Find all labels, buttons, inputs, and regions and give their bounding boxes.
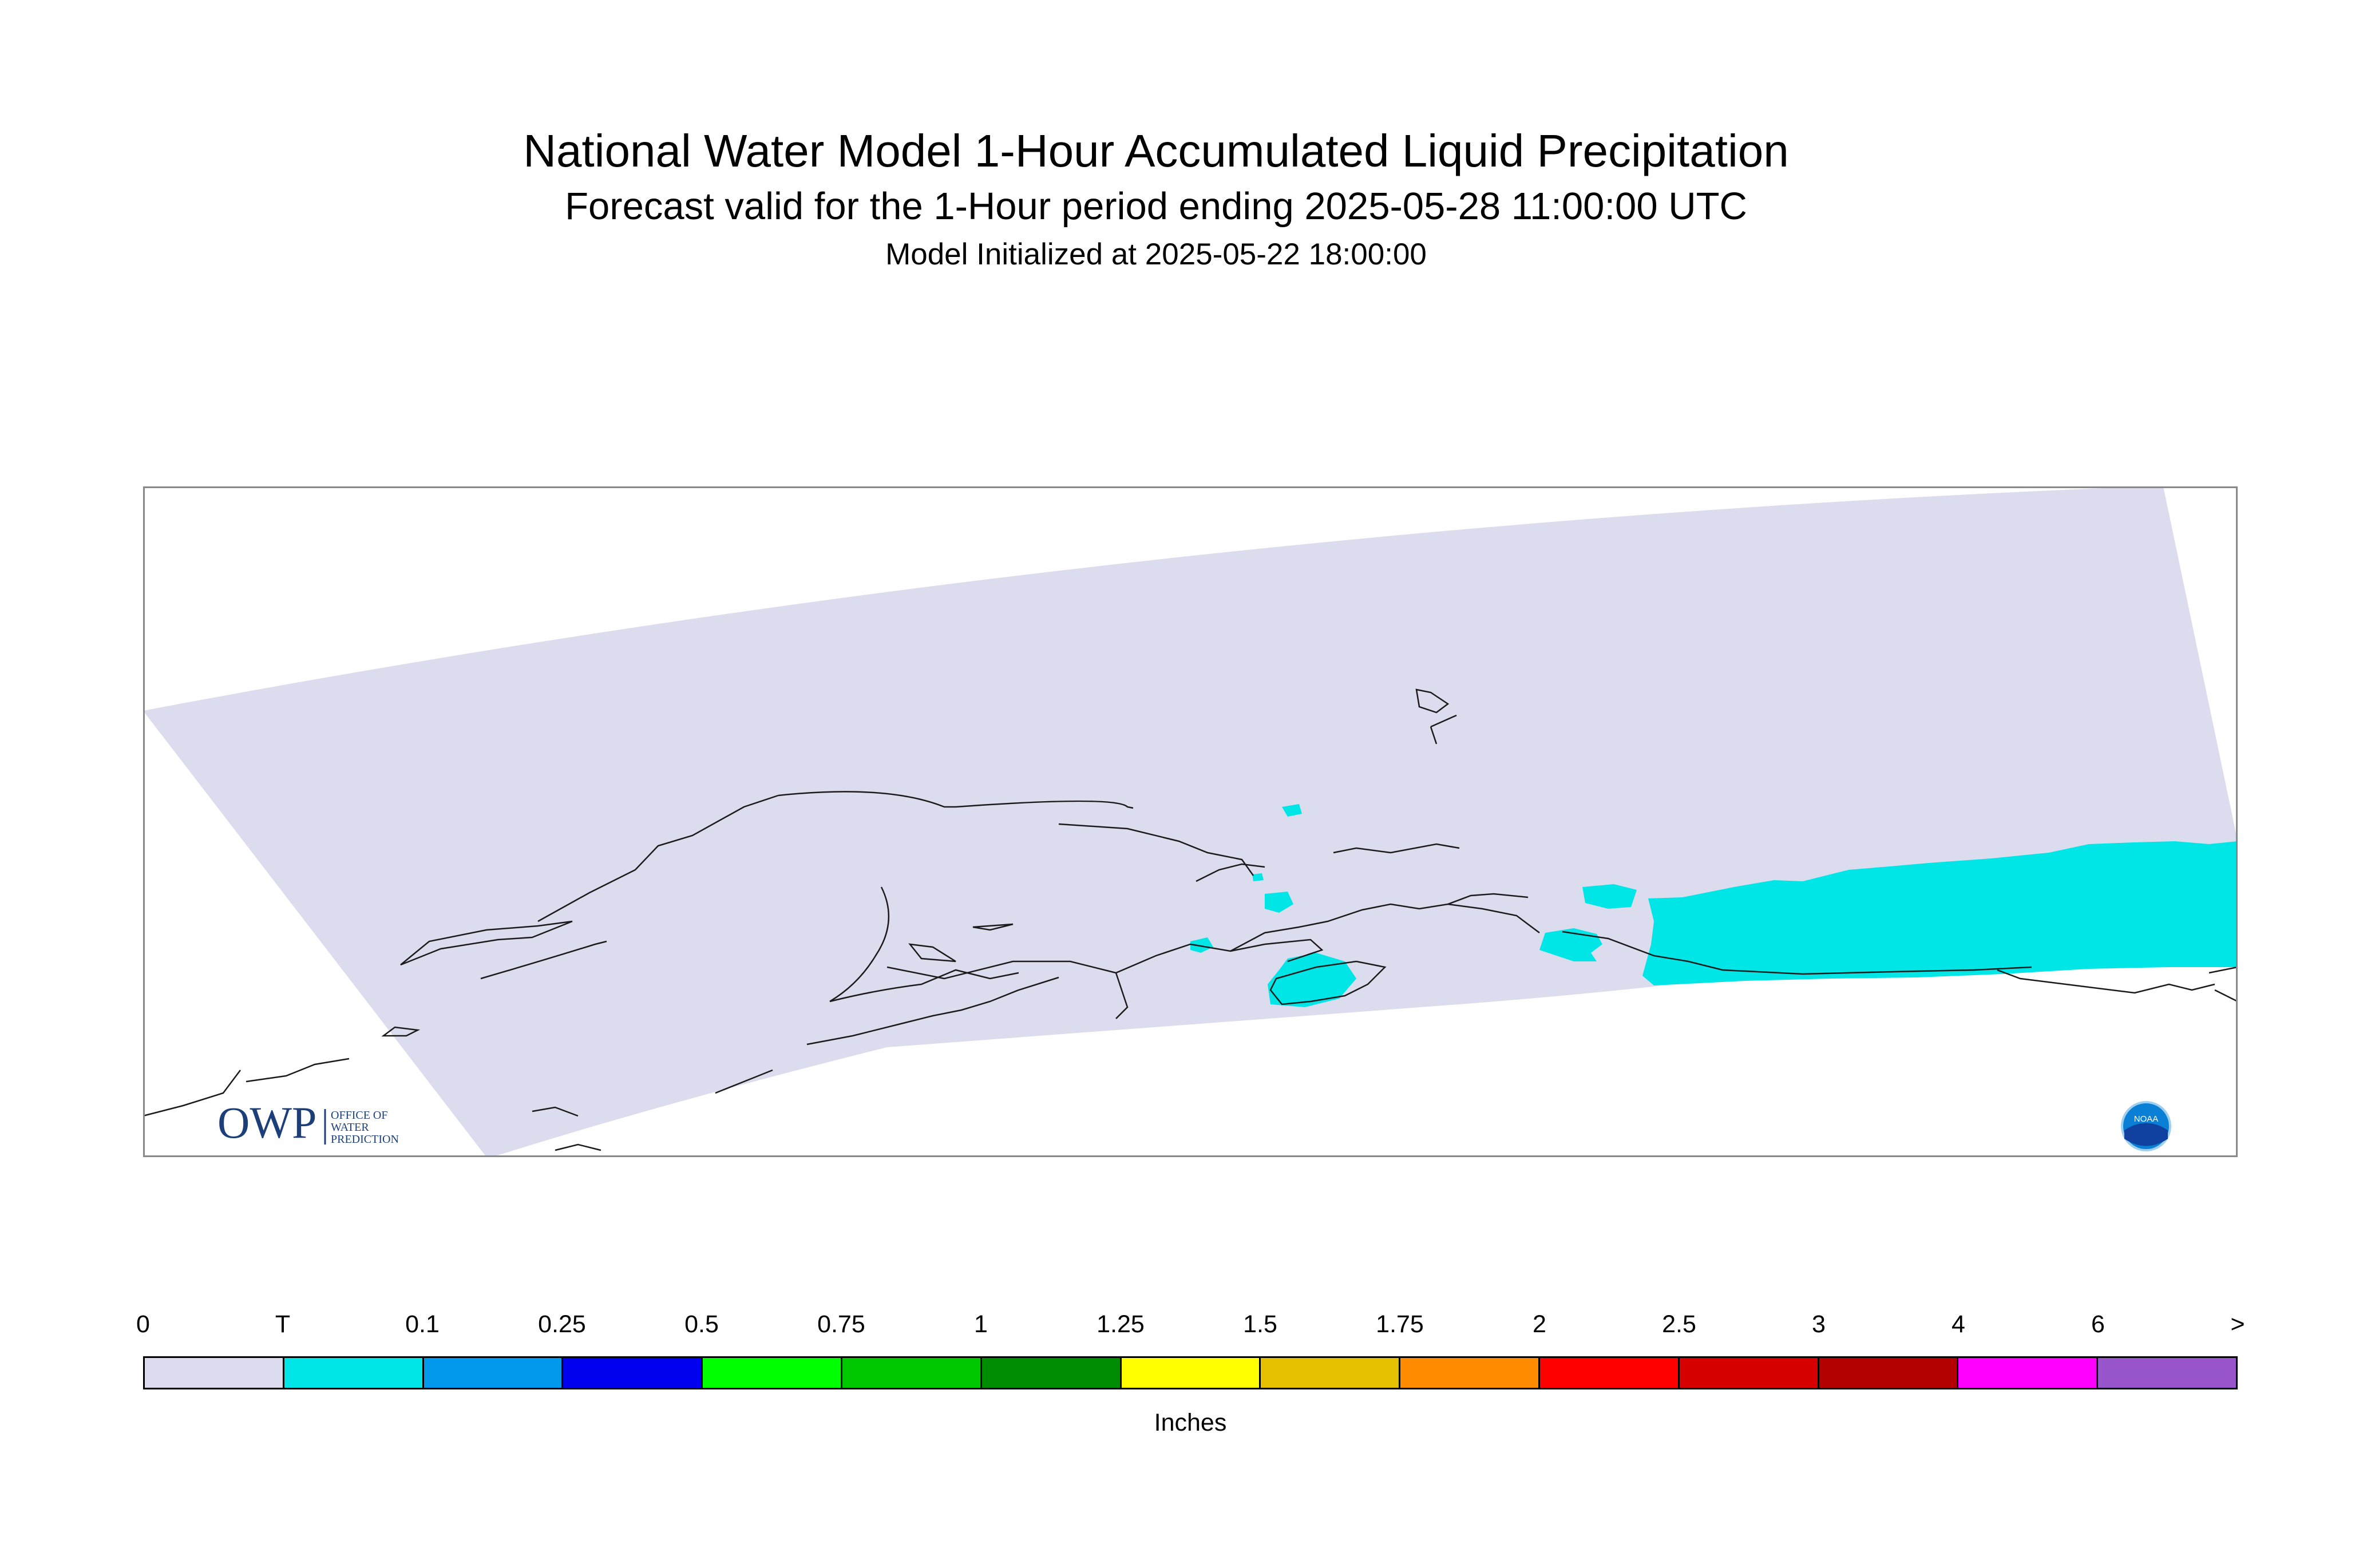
- map-title: National Water Model 1-Hour Accumulated …: [523, 125, 1789, 176]
- legend-tick-label: 0.5: [684, 1310, 719, 1338]
- precip-cell-north: [1265, 892, 1293, 913]
- legend-swatch-3: [563, 1358, 703, 1388]
- precip-cell-kenai: [1539, 928, 1602, 961]
- forecast-valid-subtitle: Forecast valid for the 1-Hour period end…: [565, 185, 1747, 228]
- owp-logo-mark: OWP: [217, 1098, 316, 1147]
- noaa-logo-mark: NOAA: [2134, 1114, 2159, 1124]
- legend-units: Inches: [1154, 1409, 1227, 1436]
- legend-swatch-4: [703, 1358, 842, 1388]
- legend-tick-label: >: [2230, 1310, 2245, 1338]
- noaa-logo: NOAA: [2121, 1101, 2171, 1151]
- owp-logo-line2: WATER: [331, 1121, 369, 1134]
- legend-swatch-8: [1261, 1358, 1401, 1388]
- precip-cell-west: [1190, 937, 1213, 953]
- legend-tick-label: 6: [2091, 1310, 2105, 1338]
- precip-cell-small: [1282, 804, 1302, 817]
- legend-swatch-12: [1819, 1358, 1959, 1388]
- legend: 0 T 0.1 0.25 0.5 0.75 1 1.25 1.5 1.75 2 2.5 3 4 6 > Inc…: [136, 1310, 2245, 1436]
- legend-swatch-0: [145, 1358, 284, 1388]
- coastline: [143, 688, 2238, 1151]
- color-bar: [143, 1356, 2238, 1389]
- legend-swatch-7: [1121, 1358, 1261, 1388]
- legend-tick-label: 3: [1812, 1310, 1826, 1338]
- precip-cell-prince-william: [1582, 884, 1637, 909]
- legend-swatch-13: [1958, 1358, 2099, 1388]
- legend-swatch-1: [284, 1358, 424, 1388]
- legend-tick-label: T: [275, 1310, 291, 1338]
- precipitation-areas: [1190, 804, 2238, 1007]
- precip-cell-kodiak: [1268, 953, 1356, 1007]
- legend-tick-label: 4: [1952, 1310, 1965, 1338]
- legend-swatch-14: [2098, 1358, 2236, 1388]
- owp-logo-line1: OFFICE OF: [331, 1109, 387, 1122]
- owp-logo-line3: PREDICTION: [331, 1133, 399, 1146]
- legend-swatch-2: [423, 1358, 564, 1388]
- legend-swatch-6: [981, 1358, 1122, 1388]
- legend-swatch-11: [1679, 1358, 1819, 1388]
- legend-swatch-9: [1400, 1358, 1540, 1388]
- legend-tick-label: 0.25: [538, 1310, 586, 1338]
- legend-swatch-5: [842, 1358, 982, 1388]
- legend-tick-label: 0.1: [405, 1310, 440, 1338]
- legend-tick-label: 2.5: [1662, 1310, 1696, 1338]
- legend-tick-label: 0.75: [817, 1310, 865, 1338]
- legend-swatch-10: [1539, 1358, 1680, 1388]
- map-frame: [143, 486, 2238, 1157]
- legend-tick-label: 1.25: [1097, 1310, 1145, 1338]
- precip-cell-east: [1642, 841, 2238, 985]
- model-initialized-text: Model Initialized at 2025-05-22 18:00:00: [885, 237, 1427, 271]
- legend-tick-label: 1.75: [1376, 1310, 1424, 1338]
- legend-tick-label: 1.5: [1243, 1310, 1277, 1338]
- owp-logo: OWP OFFICE OF WATER PREDICTION: [217, 1098, 399, 1147]
- model-domain-area: [143, 486, 2238, 1157]
- legend-tick-label: 0: [136, 1310, 150, 1338]
- legend-tick-label: 1: [974, 1310, 988, 1338]
- precip-cell-tiny: [1252, 873, 1264, 881]
- legend-tick-label: 2: [1533, 1310, 1546, 1338]
- precipitation-map: OWP OFFICE OF WATER PREDICTION NOAA: [143, 486, 2238, 1157]
